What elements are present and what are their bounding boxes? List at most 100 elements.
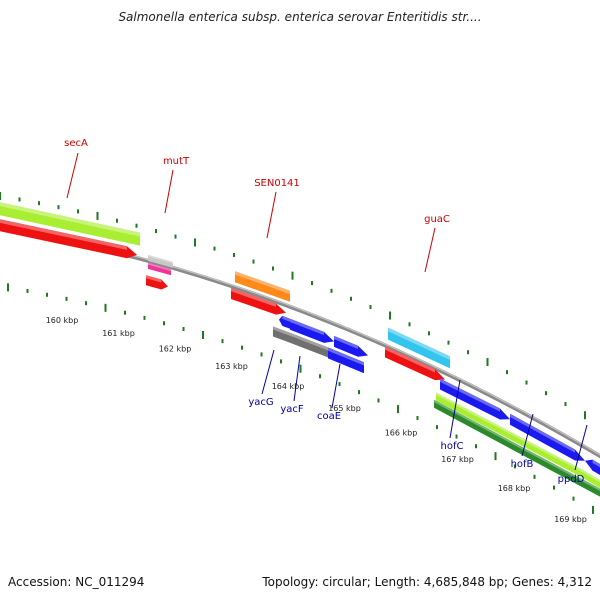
top-tick (525, 380, 528, 385)
gene-label-hofb: hofB (511, 459, 534, 470)
genome-stats-text: Topology: circular; Length: 4,685,848 bp… (262, 575, 592, 589)
bottom-tick (592, 505, 594, 514)
bottom-tick (280, 359, 282, 364)
bottom-tick (163, 321, 165, 326)
gene-label-yacg: yacG (248, 397, 273, 408)
scale-label: 162 kbp (159, 344, 192, 353)
top-tick (584, 411, 586, 420)
feature-highlight (148, 262, 171, 272)
feature-highlight (235, 271, 290, 295)
feature-highlight (0, 219, 127, 250)
feature-highlight (580, 468, 600, 483)
scale-label: 160 kbp (46, 316, 79, 325)
feature-highlight (328, 347, 364, 366)
tick-row-bottom (7, 283, 594, 514)
bottom-tick (124, 310, 126, 315)
bottom-tick (377, 398, 380, 403)
gene-label-guac: guaC (424, 214, 450, 225)
top-tick (233, 252, 235, 257)
top-leader-line (266, 191, 277, 239)
top-tick (311, 281, 313, 286)
top-tick (135, 223, 138, 228)
bottom-leader-line (574, 424, 588, 471)
top-tick (486, 358, 489, 367)
feature-highlight (273, 326, 287, 335)
bottom-tick (299, 364, 302, 373)
top-tick (369, 305, 372, 310)
top-tick (174, 234, 177, 239)
bottom-leader-line (521, 413, 534, 457)
bottom-tick (494, 452, 497, 461)
bottom-leader-line (293, 355, 301, 402)
feature-highlight (334, 335, 358, 350)
top-tick (252, 259, 255, 264)
bottom-tick (46, 292, 48, 297)
scale-label: 167 kbp (441, 455, 474, 464)
gene-label-mutt: mutT (163, 156, 190, 167)
scale-label: 165 kbp (328, 404, 361, 413)
bottom-tick (416, 415, 419, 420)
feature-highlight (440, 378, 500, 412)
scale-label: 166 kbp (385, 428, 418, 437)
top-tick (272, 266, 274, 271)
gene-label-sen0141: SEN0141 (254, 178, 300, 189)
bottom-tick (7, 283, 9, 292)
label-leaders (66, 152, 588, 471)
feature-highlight (0, 202, 140, 237)
feature-track (0, 202, 600, 497)
bottom-tick (358, 390, 360, 395)
gene-label-ppdd: ppdD (558, 474, 585, 485)
bottom-tick (553, 485, 555, 490)
bottom-tick (85, 301, 87, 306)
feature-highlight (287, 331, 328, 351)
feature-highlight (231, 287, 276, 307)
bottom-tick (182, 326, 185, 331)
top-tick (116, 218, 118, 223)
feature-highlight (290, 318, 324, 336)
feature-highlight (592, 459, 600, 468)
bottom-tick (533, 474, 536, 479)
top-tick (77, 209, 79, 214)
tick-row-top (0, 192, 586, 420)
top-tick (389, 311, 391, 320)
bottom-tick (202, 330, 204, 339)
feature-highlight (510, 413, 575, 453)
feature-highlight (388, 327, 450, 360)
bottom-tick (104, 303, 107, 312)
top-tick (291, 271, 294, 280)
scale-label: 161 kbp (102, 329, 135, 338)
bottom-tick (26, 288, 29, 293)
bottom-tick (221, 339, 224, 344)
scale-label: 164 kbp (272, 382, 305, 391)
top-tick (213, 246, 216, 251)
accession-text: Accession: NC_011294 (8, 575, 145, 589)
feature-highlight (282, 315, 290, 322)
bottom-tick (338, 382, 341, 387)
top-tick (194, 238, 196, 247)
top-tick (564, 402, 567, 407)
bottom-tick (319, 374, 321, 379)
gene-label-coae: coaE (317, 411, 341, 422)
bottom-tick (241, 345, 243, 350)
feature-highlight (385, 346, 435, 373)
scale-label: 169 kbp (554, 515, 587, 524)
bottom-tick (455, 434, 458, 439)
scale-label: 168 kbp (498, 484, 531, 493)
gene-labels: secA mutT SEN0141 guaC yacG yacF coaE hofC hofB p… (64, 138, 585, 485)
feature-highlight (434, 399, 600, 491)
bottom-leader-line (331, 363, 341, 409)
scale-label: 163 kbp (215, 362, 248, 371)
top-tick (330, 288, 333, 293)
genome-title: Salmonella enterica subsp. enterica sero… (118, 10, 482, 24)
top-tick (18, 197, 21, 202)
bottom-tick (65, 296, 68, 301)
top-tick (506, 370, 508, 375)
gene-label-yacf: yacF (280, 404, 304, 415)
gene-label-hofc: hofC (441, 441, 464, 452)
feature-highlight (146, 275, 162, 283)
top-tick (155, 229, 157, 234)
top-tick (350, 296, 352, 301)
gene-label-seca: secA (64, 138, 88, 149)
top-tick (57, 205, 60, 210)
